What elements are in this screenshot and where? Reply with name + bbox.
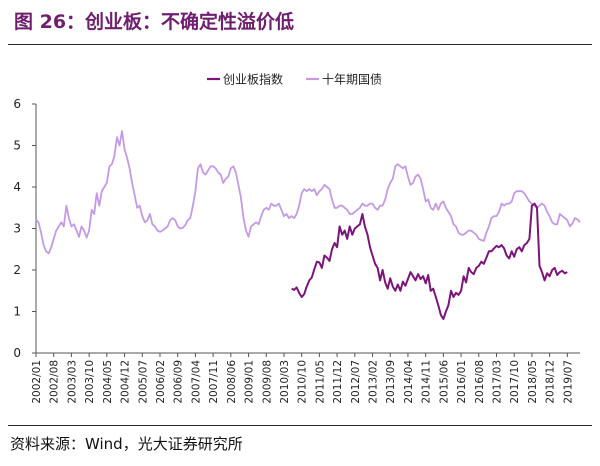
x-tick-label: 2005/07 [137,360,149,404]
x-tick-label: 2017/03 [492,360,504,404]
x-tick-label: 2018/05 [527,360,539,404]
chart-axes: 0 1 2 3 4 5 6 2002/01 2002/08 2003/03 2003/10 2004/… [13,97,580,404]
x-tick-label: 2010/03 [279,360,291,404]
series-line-bond [35,130,581,255]
title-rule [8,44,592,45]
x-tick-label: 2014/04 [403,360,415,404]
y-tick-label: 1 [13,305,21,319]
x-tick-label: 2011/05 [314,360,326,404]
x-tick-label: 2017/10 [509,360,521,404]
line-chart: 创业板指数 十年期国债 0 1 2 3 4 5 6 2002/01 2002/08 2003/03 2… [13,72,581,404]
x-tick-label: 2014/11 [421,360,433,404]
x-tick-label: 2002/01 [31,360,43,404]
x-tick-label: 2011/12 [332,360,344,404]
y-tick-label: 6 [13,97,21,111]
x-tick-label: 2016/01 [456,360,468,404]
x-tick-label: 2006/02 [155,360,167,404]
x-tick-label: 2004/05 [102,360,114,404]
x-tick-label: 2003/10 [84,360,96,404]
x-tick-label: 2012/07 [350,360,362,404]
figure-title: 图 26：创业板：不确定性溢价低 [14,11,295,33]
x-tick-label: 2006/09 [173,360,185,404]
x-tick-label: 2002/08 [49,360,61,404]
y-tick-label: 2 [13,263,21,277]
x-tick-label: 2019/07 [562,360,574,404]
x-tick-label: 2008/06 [226,360,238,404]
series-line-cyb [291,202,568,320]
x-tick-label: 2018/12 [545,360,557,404]
legend-label-cyb: 创业板指数 [223,72,283,87]
chart-legend: 创业板指数 十年期国债 [207,72,382,87]
x-tick-label: 2013/09 [385,360,397,404]
source-note: 资料来源：Wind，光大证券研究所 [10,435,243,453]
x-tick-label: 2007/11 [208,360,220,404]
x-tick-label: 2013/02 [368,360,380,404]
source-rule [8,425,592,426]
y-tick-label: 0 [13,346,21,360]
y-tick-label: 5 [13,139,21,153]
x-tick-label: 2009/08 [261,360,273,404]
x-tick-label: 2003/03 [66,360,78,404]
x-tick-label: 2004/12 [120,360,132,404]
chart-lines [35,130,581,320]
legend-label-bond: 十年期国债 [322,73,382,87]
y-tick-label: 3 [13,222,21,236]
x-tick-label: 2010/10 [297,360,309,404]
y-tick-label: 4 [13,180,21,194]
x-tick-label: 2016/08 [474,360,486,404]
x-tick-label: 2009/01 [244,360,256,404]
x-tick-label: 2015/06 [438,360,450,404]
x-tick-label: 2007/04 [190,360,202,404]
